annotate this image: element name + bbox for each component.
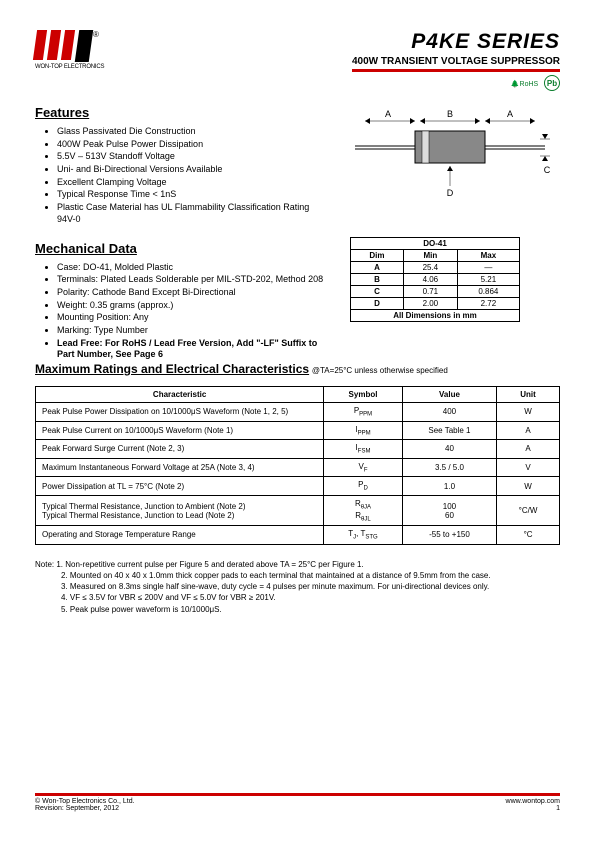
- list-item: Plastic Case Material has UL Flammabilit…: [57, 202, 330, 225]
- ratings-header: Characteristic: [36, 387, 324, 403]
- svg-text:D: D: [447, 188, 454, 198]
- rohs-icon: 🌲RoHS: [511, 80, 538, 88]
- ratings-table: Characteristic Symbol Value Unit Peak Pu…: [35, 386, 560, 545]
- table-row: Peak Forward Surge Current (Note 2, 3)IF…: [36, 440, 560, 459]
- table-row: Peak Pulse Current on 10/1000μS Waveform…: [36, 421, 560, 440]
- list-item: Weight: 0.35 grams (approx.): [57, 300, 330, 312]
- note-item: 4. VF ≤ 3.5V for VBR ≤ 200V and VF ≤ 5.0…: [35, 592, 276, 603]
- footer-page: 1: [506, 805, 560, 812]
- list-item: Case: DO-41, Molded Plastic: [57, 262, 330, 274]
- ratings-condition: @TA=25°C unless otherwise specified: [312, 366, 448, 375]
- title-area: P4KE SERIES 400W TRANSIENT VOLTAGE SUPPR…: [352, 30, 560, 91]
- features-list: Glass Passivated Die Construction 400W P…: [35, 126, 330, 226]
- page-header: ® WON-TOP ELECTRONICS P4KE SERIES 400W T…: [35, 30, 560, 91]
- note-item: 3. Measured on 8.3ms single half sine-wa…: [35, 581, 489, 592]
- dim-header: Max: [457, 249, 519, 261]
- table-row: Peak Pulse Power Dissipation on 10/1000μ…: [36, 403, 560, 422]
- footer-revision: Revision: September, 2012: [35, 805, 135, 812]
- list-item: Uni- and Bi-Directional Versions Availab…: [57, 164, 330, 176]
- table-row: Power Dissipation at TL = 75°C (Note 2)P…: [36, 477, 560, 496]
- svg-text:C: C: [544, 165, 550, 175]
- title-divider: [352, 69, 560, 72]
- product-subtitle: 400W TRANSIENT VOLTAGE SUPPRESSOR: [352, 56, 560, 67]
- product-title: P4KE SERIES: [352, 30, 560, 54]
- logo-area: ® WON-TOP ELECTRONICS: [35, 30, 145, 70]
- footer-copyright: © Won-Top Electronics Co., Ltd.: [35, 798, 135, 805]
- svg-text:A: A: [507, 109, 513, 119]
- page-footer: © Won-Top Electronics Co., Ltd. Revision…: [35, 793, 560, 812]
- footer-divider: [35, 793, 560, 796]
- list-item-bold: Lead Free: For RoHS / Lead Free Version,…: [57, 338, 330, 361]
- mechanical-row: Mechanical Data Case: DO-41, Molded Plas…: [35, 227, 560, 363]
- compliance-badges: 🌲RoHS Pb: [352, 75, 560, 91]
- ratings-header: Unit: [497, 387, 560, 403]
- mechanical-list: Case: DO-41, Molded Plastic Terminals: P…: [35, 262, 330, 362]
- list-item: Polarity: Cathode Band Except Bi-Directi…: [57, 287, 330, 299]
- svg-text:A: A: [385, 109, 391, 119]
- dim-footer: All Dimensions in mm: [351, 309, 520, 321]
- svg-text:B: B: [447, 109, 453, 119]
- dim-title: DO-41: [351, 237, 520, 249]
- note-item: 5. Peak pulse power waveform is 10/1000μ…: [35, 604, 222, 615]
- registered-icon: ®: [93, 30, 99, 39]
- ratings-header: Value: [402, 387, 496, 403]
- table-row: Typical Thermal Resistance, Junction to …: [36, 495, 560, 525]
- package-diagram: A B A C D: [350, 101, 550, 201]
- list-item: Mounting Position: Any: [57, 312, 330, 324]
- note-item: 1. Non-repetitive current pulse per Figu…: [56, 560, 363, 569]
- features-title: Features: [35, 105, 330, 120]
- table-row: Maximum Instantaneous Forward Voltage at…: [36, 458, 560, 477]
- company-name: WON-TOP ELECTRONICS: [35, 64, 145, 70]
- list-item: Terminals: Plated Leads Solderable per M…: [57, 274, 330, 286]
- list-item: Marking: Type Number: [57, 325, 330, 337]
- dim-header: Min: [403, 249, 457, 261]
- notes-label: Note:: [35, 560, 54, 569]
- list-item: Typical Response Time < 1nS: [57, 189, 330, 201]
- table-row: Operating and Storage Temperature RangeT…: [36, 526, 560, 545]
- logo-icon: [35, 30, 91, 62]
- ratings-header: Symbol: [324, 387, 403, 403]
- dim-header: Dim: [351, 249, 404, 261]
- list-item: Excellent Clamping Voltage: [57, 177, 330, 189]
- footer-url: www.wontop.com: [506, 798, 560, 805]
- note-item: 2. Mounted on 40 x 40 x 1.0mm thick copp…: [35, 570, 491, 581]
- dimensions-table: DO-41 Dim Min Max A25.4— B4.065.21 C0.71…: [350, 237, 520, 322]
- list-item: 5.5V – 513V Standoff Voltage: [57, 151, 330, 163]
- pb-free-icon: Pb: [544, 75, 560, 91]
- ratings-section: Maximum Ratings and Electrical Character…: [35, 362, 560, 545]
- list-item: 400W Peak Pulse Power Dissipation: [57, 139, 330, 151]
- list-item: Glass Passivated Die Construction: [57, 126, 330, 138]
- notes-section: Note: 1. Non-repetitive current pulse pe…: [35, 559, 560, 615]
- mechanical-title: Mechanical Data: [35, 241, 330, 256]
- features-row: Features Glass Passivated Die Constructi…: [35, 91, 560, 227]
- ratings-title: Maximum Ratings and Electrical Character…: [35, 362, 309, 376]
